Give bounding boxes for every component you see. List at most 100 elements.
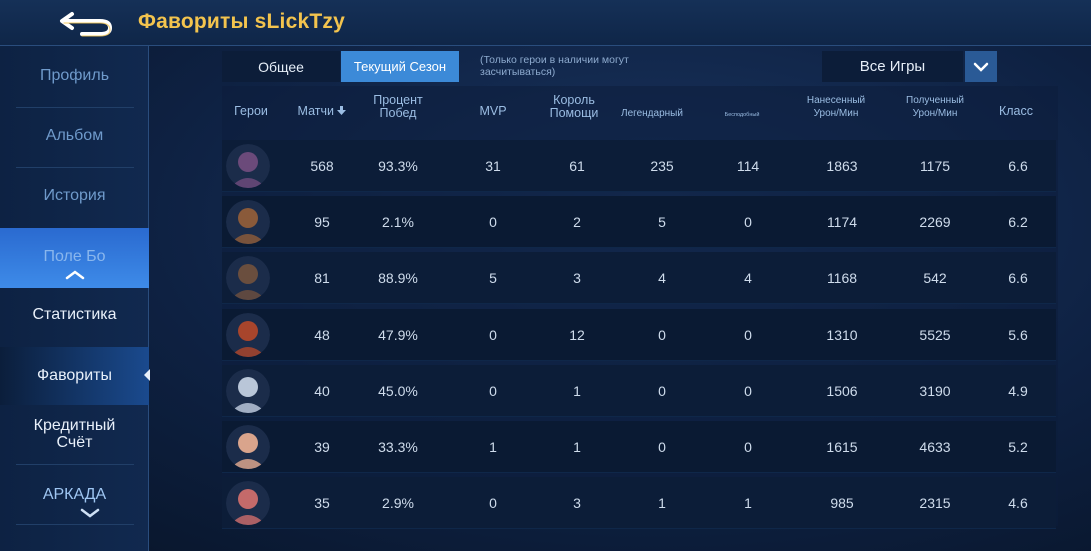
- cell-winrate: 45.0%: [378, 382, 418, 399]
- sidebar-item-credit-score[interactable]: Кредитный Счёт: [33, 417, 116, 451]
- tab-general[interactable]: Общее: [222, 51, 340, 82]
- table-row[interactable]: 39 33.3% 1 1 0 0 1615 4633 5.2: [222, 421, 1056, 473]
- cell-dmg-taken: 4633: [919, 439, 951, 455]
- sidebar-divider: [16, 464, 134, 465]
- cell-dmg-dealt: 1506: [826, 382, 858, 399]
- cell-assist-king: 3: [573, 270, 581, 287]
- header-matches-label: Матчи: [297, 104, 334, 118]
- hero-avatar[interactable]: [226, 368, 270, 413]
- cell-winrate: 33.3%: [378, 439, 418, 455]
- tab-current-season[interactable]: Текущий Сезон: [341, 51, 459, 82]
- header-hero: Герои: [234, 104, 268, 118]
- table-row[interactable]: 48 47.9% 0 12 0 0 1310 5525 5.6: [222, 308, 1056, 361]
- sidebar-item-album[interactable]: Альбом: [45, 127, 104, 144]
- table-body: 568 93.3% 31 61 235 114 1863 1175 6.6 95 2.1% 0 2 5 0 1…: [222, 86, 1058, 530]
- cell-matches: 40: [314, 382, 330, 399]
- table-row[interactable]: 35 2.9% 0 3 1 1 985 2315 4.6: [222, 477, 1056, 530]
- cell-mvp: 0: [489, 326, 497, 343]
- cell-assist-king: 1: [573, 439, 581, 455]
- sidebar-item-favorites[interactable]: Фавориты: [0, 347, 150, 405]
- cell-dmg-taken: 1175: [919, 158, 951, 174]
- header-winrate: Процент Побед: [373, 93, 423, 120]
- cell-matches: 95: [314, 214, 330, 231]
- cell-legendary: 0: [658, 326, 666, 343]
- hero-avatar[interactable]: [226, 144, 270, 188]
- selected-marker-icon: [144, 369, 150, 381]
- games-filter-toggle[interactable]: [965, 51, 997, 82]
- table-row[interactable]: 81 88.9% 5 3 4 4 1168 542 6.6: [222, 252, 1056, 305]
- cell-mvp: 1: [489, 439, 497, 455]
- header-damage-taken: Полученный Урон/Мин: [906, 95, 964, 119]
- cell-dmg-taken: 2269: [919, 214, 951, 231]
- cell-unstoppable: 0: [744, 214, 752, 231]
- sidebar-divider: [16, 107, 134, 108]
- cell-legendary: 0: [658, 439, 666, 455]
- cell-legendary: 0: [658, 382, 666, 399]
- cell-dmg-taken: 5525: [919, 326, 951, 343]
- sidebar-item-arcade[interactable]: АРКАДА: [42, 486, 107, 503]
- cell-mvp: 5: [489, 270, 497, 287]
- cell-assist-king: 1: [573, 382, 581, 399]
- header-assist-king: Король Помощи: [549, 93, 599, 120]
- sidebar-divider: [16, 524, 134, 525]
- sort-arrow-icon: [337, 106, 347, 115]
- cell-matches: 35: [314, 495, 330, 512]
- cell-dmg-taken: 542: [923, 270, 947, 287]
- cell-unstoppable: 1: [744, 495, 752, 512]
- header-matches[interactable]: Матчи: [290, 105, 354, 118]
- cell-assist-king: 3: [573, 495, 581, 512]
- cell-winrate: 88.9%: [378, 270, 418, 287]
- sidebar-item-history[interactable]: История: [43, 187, 106, 204]
- cell-matches: 48: [314, 326, 330, 343]
- sidebar-group-battlefield[interactable]: Поле Бо: [0, 228, 149, 288]
- cell-mvp: 0: [489, 214, 497, 231]
- cell-matches: 39: [314, 439, 330, 455]
- sidebar-item-profile[interactable]: Профиль: [39, 67, 110, 84]
- header-legendary: Легендарный: [621, 108, 683, 119]
- cell-legendary: 4: [658, 270, 666, 287]
- cell-assist-king: 2: [573, 214, 581, 231]
- hero-avatar[interactable]: [226, 425, 270, 469]
- cell-unstoppable: 0: [744, 326, 752, 343]
- cell-mvp: 31: [485, 158, 501, 174]
- hero-avatar[interactable]: [226, 256, 270, 301]
- sidebar-item-statistics[interactable]: Статистика: [32, 306, 117, 323]
- cell-dmg-dealt: 1310: [826, 326, 858, 343]
- hero-avatar[interactable]: [226, 481, 270, 526]
- cell-legendary: 235: [650, 158, 674, 174]
- cell-unstoppable: 4: [744, 270, 752, 287]
- chevron-up-icon: [65, 270, 85, 280]
- cell-assist-king: 61: [569, 158, 585, 174]
- hero-avatar[interactable]: [226, 312, 270, 357]
- header-rating: Класс: [998, 104, 1034, 118]
- hero-avatar[interactable]: [226, 200, 270, 245]
- cell-rating: 6.2: [1008, 214, 1028, 231]
- header-mvp: MVP: [479, 104, 507, 118]
- cell-dmg-taken: 2315: [919, 495, 951, 512]
- cell-dmg-dealt: 1168: [826, 270, 858, 287]
- cell-matches: 81: [314, 270, 330, 287]
- availability-note: (Только герои в наличии могут засчитыват…: [480, 54, 629, 78]
- cell-rating: 4.9: [1008, 382, 1028, 399]
- cell-rating: 6.6: [1008, 158, 1028, 174]
- sidebar-group-label: Поле Бо: [43, 248, 106, 265]
- cell-rating: 5.6: [1008, 326, 1028, 343]
- table-row[interactable]: 40 45.0% 0 1 0 0 1506 3190 4.9: [222, 364, 1056, 417]
- header-damage-dealt: Нанесенный Урон/Мин: [806, 95, 866, 119]
- table-row[interactable]: 95 2.1% 0 2 5 0 1174 2269 6.2: [222, 196, 1056, 249]
- back-button[interactable]: [56, 6, 118, 38]
- page-title: Фавориты sLickTzy: [138, 10, 345, 33]
- cell-unstoppable: 0: [744, 439, 752, 455]
- cell-winrate: 2.9%: [382, 495, 414, 512]
- cell-mvp: 0: [489, 495, 497, 512]
- chevron-down-icon: [973, 62, 989, 72]
- cell-matches: 568: [310, 158, 334, 174]
- sidebar: Профиль Альбом История Поле Бо Статистик…: [0, 46, 150, 551]
- cell-unstoppable: 114: [736, 158, 760, 174]
- table-row[interactable]: 568 93.3% 31 61 235 114 1863 1175 6.6: [222, 140, 1056, 192]
- games-filter-select[interactable]: Все Игры: [822, 51, 963, 82]
- cell-legendary: 1: [658, 495, 666, 512]
- cell-assist-king: 12: [569, 326, 585, 343]
- chevron-down-icon: [80, 508, 100, 518]
- filter-bar: Общее Текущий Сезон (Только герои в нали…: [222, 51, 1058, 82]
